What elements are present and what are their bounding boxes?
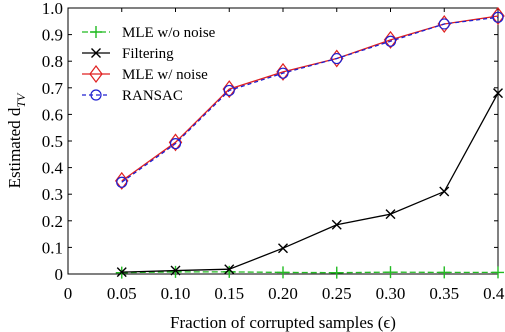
series-mle-w-o-noise: [115, 265, 504, 279]
y-tick-label: 0.2: [42, 212, 63, 231]
data-point-filtering: [116, 267, 127, 278]
x-tick-label: 0: [64, 284, 73, 303]
x-tick-labels: 0 0.05 0.10 0.15 0.20 0.25 0.30 0.35 0.40: [64, 284, 505, 303]
legend-item-ransac: RANSAC: [82, 88, 183, 104]
legend: MLE w/o noise Filtering MLE w/ noise RANSAC: [82, 25, 216, 104]
y-tick-label: 1.0: [42, 0, 63, 18]
data-point-mle-w-noise: [276, 62, 290, 81]
y-tick-label: 0.8: [42, 52, 63, 71]
series-filtering: [116, 88, 503, 278]
y-axis-label: Estimated dTV: [5, 92, 28, 188]
y-tick-label: 0.7: [42, 79, 64, 98]
y-tick-labels: 0 0.1 0.2 0.3 0.4 0.5 0.6 0.7 0.8 0.9 1.0: [42, 0, 64, 284]
legend-item-filtering: Filtering: [82, 46, 174, 62]
data-point-filtering: [224, 264, 235, 275]
legend-item-mle-w-noise: MLE w/ noise: [82, 65, 208, 83]
y-tick-label: 0.6: [42, 105, 63, 124]
legend-label: MLE w/o noise: [122, 25, 216, 41]
y-tick-label: 0: [55, 265, 64, 284]
data-point-filtering: [439, 186, 450, 197]
data-point-mle-w-o-noise: [169, 265, 182, 278]
data-point-mle-w-o-noise: [330, 266, 343, 279]
x-tick-label: 0.30: [376, 284, 406, 303]
legend-item-mle-w-o-noise: MLE w/o noise: [82, 25, 216, 41]
data-point-mle-w-o-noise: [384, 266, 397, 279]
y-axis-label-main: Estimated d: [5, 107, 24, 188]
data-point-filtering: [331, 219, 342, 230]
data-point-mle-w-o-noise: [492, 266, 504, 279]
data-point-mle-w-o-noise: [438, 266, 451, 279]
data-point-filtering: [170, 265, 181, 276]
y-axis-label-sub: TV: [14, 92, 28, 108]
data-point-mle-w-noise: [383, 30, 398, 49]
series-line-ransac: [121, 16, 499, 183]
x-tick-label: 0.35: [429, 284, 459, 303]
legend-label: Filtering: [122, 46, 174, 62]
series-line-filtering: [121, 92, 499, 273]
data-point-mle-w-o-noise: [223, 265, 236, 278]
series-layer: [115, 6, 505, 279]
y-tick-label: 0.3: [42, 185, 63, 204]
data-point-mle-w-o-noise: [277, 266, 289, 279]
data-point-filtering: [385, 209, 396, 220]
data-point-ransac: [169, 138, 182, 150]
legend-marker: [90, 26, 102, 38]
data-point-mle-w-noise: [115, 171, 129, 190]
x-axis-label: Fraction of corrupted samples (ϵ): [170, 313, 396, 332]
legend-label: RANSAC: [122, 88, 183, 104]
data-point-ransac: [223, 84, 235, 97]
data-point-mle-w-noise: [491, 6, 505, 25]
x-tick-label: 0.05: [107, 284, 137, 303]
series-ransac: [116, 11, 504, 188]
x-tick-label: 0.15: [214, 284, 244, 303]
y-tick-label: 0.4: [42, 159, 64, 178]
x-tick-label: 0.10: [161, 284, 191, 303]
y-tick-label: 0.5: [42, 132, 63, 151]
legend-label: MLE w/ noise: [122, 67, 208, 83]
data-point-ransac: [116, 176, 128, 188]
y-tick-label: 0.9: [42, 26, 63, 45]
legend-marker: [89, 65, 103, 83]
data-point-ransac: [384, 35, 397, 47]
y-tick-label: 0.1: [42, 238, 63, 257]
data-point-mle-w-noise: [222, 80, 236, 99]
data-point-ransac: [277, 67, 289, 79]
legend-marker: [91, 48, 101, 58]
data-point-ransac: [492, 11, 504, 23]
data-point-filtering: [493, 88, 503, 99]
x-tick-label: 0.20: [268, 284, 298, 303]
data-point-filtering: [278, 243, 288, 254]
x-tick-label: 0.25: [322, 284, 352, 303]
data-point-ransac: [438, 18, 450, 30]
legend-marker: [90, 89, 102, 101]
data-point-ransac: [331, 52, 343, 65]
x-tick-label: 0.40: [483, 284, 505, 303]
